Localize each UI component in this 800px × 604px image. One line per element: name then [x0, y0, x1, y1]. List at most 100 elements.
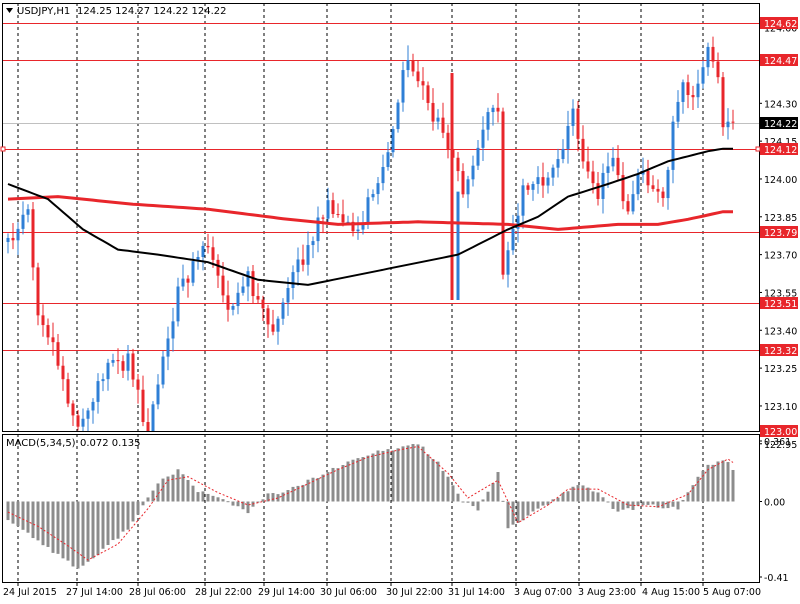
macd-bar	[246, 501, 250, 514]
macd-bar	[121, 501, 125, 532]
candle-body	[21, 214, 25, 229]
macd-bar	[446, 476, 450, 502]
main-header: USDJPY,H1 124.25 124.27 124.22 124.22	[6, 6, 227, 17]
candle-body	[96, 381, 100, 402]
candle-body	[456, 157, 460, 172]
candle-body	[706, 46, 710, 68]
candle-body	[91, 401, 95, 411]
macd-bar	[156, 483, 160, 502]
macd-bar	[271, 493, 275, 502]
macd-bar	[316, 478, 320, 502]
candle-body	[336, 214, 340, 216]
macd-bar	[391, 450, 395, 502]
time-tick-label: 28 Jul 06:00	[129, 587, 186, 598]
price-axis: 124.60 124.47 124.30 124.15 124.00 123.85 123.…	[759, 17, 798, 584]
candle-body	[46, 325, 50, 338]
macd-bar	[196, 492, 200, 502]
macd-bar	[16, 501, 20, 527]
macd-bar	[716, 461, 720, 502]
dropdown-triangle-icon[interactable]	[6, 8, 13, 13]
macd-bar	[41, 501, 45, 546]
candle-body	[506, 250, 510, 275]
macd-bar	[136, 501, 140, 515]
macd-bar	[361, 457, 365, 502]
macd-bar	[441, 470, 445, 502]
candle-body	[701, 67, 705, 84]
candle-body	[646, 170, 650, 186]
candle-body	[401, 70, 405, 103]
candle-body	[201, 245, 205, 258]
macd-bar	[61, 501, 65, 559]
macd-bar	[616, 501, 620, 512]
macd-bar	[691, 485, 695, 502]
candle-body	[116, 360, 120, 362]
candle-body	[316, 217, 320, 242]
candle-body	[71, 403, 75, 416]
candle-body	[16, 228, 20, 241]
candle-body	[246, 271, 250, 287]
macd-bar	[726, 462, 730, 502]
level-price-tag	[760, 344, 798, 356]
slow-moving-average	[7, 195, 733, 231]
macd-bar	[536, 501, 540, 509]
candle-body	[271, 324, 275, 332]
macd-bar	[146, 497, 150, 502]
candle-body	[256, 296, 260, 300]
macd-bar	[501, 500, 505, 502]
macd-bar	[346, 461, 350, 502]
candle-body	[31, 209, 35, 268]
candle-body	[286, 288, 290, 303]
macd-bar	[91, 501, 95, 559]
candle-body	[166, 338, 170, 357]
macd-bar	[621, 501, 625, 510]
macd-bar	[6, 501, 10, 521]
candle-body	[526, 185, 530, 190]
candle-body	[211, 247, 215, 260]
candle-body	[396, 102, 400, 130]
price-tick-label: 122.95	[764, 440, 797, 451]
candle-body	[521, 185, 525, 216]
macd-bar	[206, 493, 210, 502]
candle-body	[556, 159, 560, 168]
macd-bar	[126, 501, 130, 530]
candle-body	[111, 360, 115, 363]
macd-bar	[51, 501, 55, 553]
candle-body	[696, 83, 700, 98]
candle-body	[371, 194, 375, 198]
macd-bar	[421, 446, 425, 502]
candle-body	[231, 306, 235, 310]
macd-bar	[261, 499, 265, 502]
candle-body	[301, 259, 305, 265]
price-tick-label: 123.40	[764, 326, 797, 337]
macd-bar	[721, 460, 725, 502]
candle-body	[501, 111, 505, 275]
macd-bar	[116, 501, 120, 539]
candle-body	[266, 308, 270, 325]
macd-bar	[576, 485, 580, 502]
macd-bar	[561, 492, 565, 502]
price-tick-label: 123.85	[764, 213, 797, 224]
macd-bar	[426, 454, 430, 502]
price-tick-label: 124.30	[764, 99, 797, 110]
macd-bar	[531, 501, 535, 512]
macd-bar	[646, 501, 650, 505]
horizontal-levels	[2, 23, 759, 351]
macd-bar	[486, 491, 490, 502]
candle-body	[461, 171, 465, 195]
macd-panel-border	[2, 434, 760, 583]
macd-bar	[276, 494, 280, 502]
macd-bar	[211, 495, 215, 502]
candle-body	[186, 278, 190, 283]
macd-bar	[341, 465, 345, 502]
macd-bar	[141, 501, 145, 506]
macd-bar	[706, 464, 710, 502]
candle-body	[361, 223, 365, 230]
candles	[6, 36, 735, 431]
macd-bar	[46, 501, 50, 547]
macd-bar	[201, 491, 205, 502]
candle-body	[26, 209, 30, 215]
candle-body	[146, 422, 150, 431]
macd-bar	[386, 449, 390, 502]
candle-body	[376, 183, 380, 195]
